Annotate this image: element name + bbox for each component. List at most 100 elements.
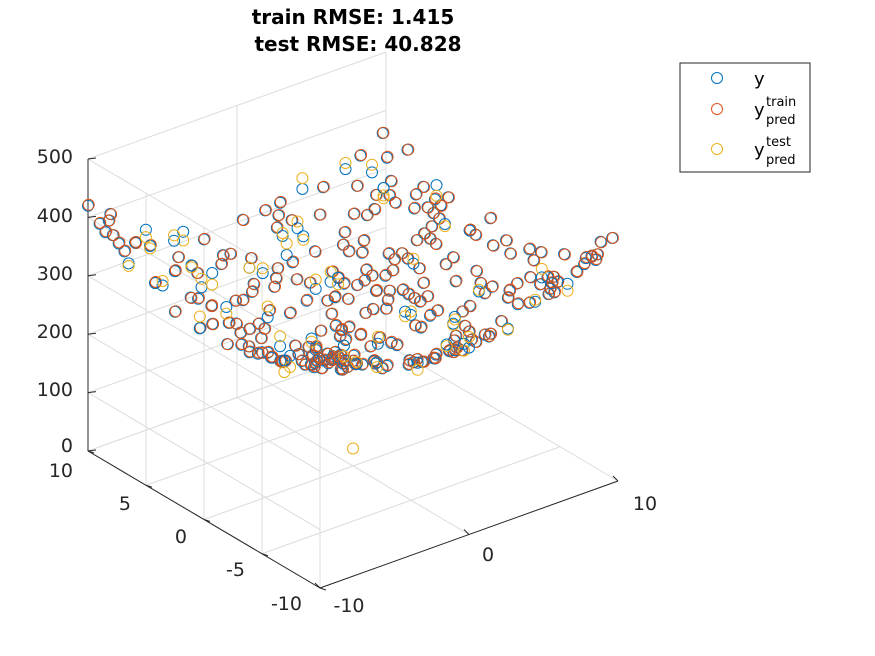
point-y-pred-train: [113, 236, 126, 249]
point-y-pred-train: [450, 274, 463, 287]
point-y: [243, 346, 256, 359]
point-y: [139, 223, 152, 236]
point-y-pred-train: [487, 239, 500, 252]
legend-label-test-base: y: [754, 140, 765, 161]
point-y: [300, 294, 313, 307]
point-y-pred-train: [236, 338, 248, 350]
point-y: [399, 305, 412, 318]
point-y-pred-test: [561, 284, 574, 297]
point-y-pred-train: [429, 352, 442, 365]
point-y-pred-train: [369, 203, 382, 216]
point-y: [381, 294, 394, 307]
point-y: [371, 337, 384, 350]
gridline: [87, 333, 321, 472]
point-y-pred-test: [278, 366, 291, 379]
point-y: [220, 301, 233, 313]
point-y-pred-train: [391, 338, 404, 351]
point-y-pred-train: [119, 244, 132, 257]
point-y: [129, 236, 142, 249]
point-y-pred-train: [293, 348, 306, 361]
point-y: [246, 285, 258, 298]
point-y-pred-train: [360, 306, 373, 319]
point-y-pred-train: [505, 247, 517, 260]
point-y-pred-train: [223, 316, 236, 329]
point-y: [280, 249, 293, 261]
point-y-pred-test: [168, 229, 181, 242]
point-y-pred-train: [296, 354, 309, 367]
point-y-pred-test: [366, 158, 378, 171]
point-y: [235, 338, 248, 351]
point-y-pred-train: [435, 199, 448, 212]
point-y-pred-train: [270, 272, 283, 285]
point-y-pred-train: [409, 292, 421, 304]
point-y: [169, 305, 181, 318]
point-y-pred-train: [365, 340, 378, 353]
point-y: [236, 294, 249, 307]
point-y: [338, 354, 351, 367]
point-y-pred-train: [287, 255, 300, 268]
point-y: [308, 361, 321, 374]
point-y: [276, 230, 289, 242]
point-y-pred-train: [318, 353, 331, 366]
point-y: [206, 267, 219, 279]
point-y: [332, 271, 345, 284]
point-y-pred-train: [524, 242, 537, 255]
point-y-pred-train: [301, 293, 314, 306]
point-y: [511, 298, 524, 311]
point-y-pred-test: [447, 318, 460, 331]
point-y-pred-train: [343, 320, 356, 333]
legend-label-test-sub: pred: [766, 153, 796, 168]
point-y: [193, 322, 206, 335]
y-tick-label: 5: [119, 493, 131, 515]
point-y-pred-train: [317, 180, 330, 193]
point-y-pred-train: [504, 284, 517, 297]
point-y: [295, 355, 308, 367]
point-y-pred-train: [329, 290, 342, 303]
point-y-pred-test-outlier: [347, 442, 359, 455]
gridline: [87, 285, 387, 394]
point-y-pred-train: [252, 346, 265, 359]
point-y-pred-train: [291, 273, 304, 286]
x-tick-label: -10: [333, 595, 364, 617]
point-y-pred-train: [426, 220, 439, 233]
point-y-pred-train: [105, 208, 118, 221]
point-y: [192, 292, 205, 305]
y-tick: [319, 587, 327, 591]
point-y-pred-train: [259, 204, 272, 216]
point-y-pred-test: [411, 363, 424, 376]
point-y-pred-train: [511, 277, 524, 289]
y-tick-label: -5: [226, 559, 245, 581]
point-y-pred-train: [94, 216, 107, 229]
point-y-pred-train: [356, 246, 369, 258]
legend-marker-test: [711, 143, 723, 155]
z-tick-label: 200: [37, 321, 73, 343]
point-y-pred-train: [500, 234, 513, 247]
point-y-pred-test: [324, 265, 337, 278]
y-tick: [145, 484, 153, 488]
gridline: [87, 216, 321, 355]
point-y-pred-train: [459, 320, 472, 332]
point-y-pred-train: [512, 297, 525, 310]
point-y: [407, 257, 420, 270]
point-y-pred-train: [385, 175, 398, 188]
point-y: [411, 356, 424, 369]
point-y-pred-train: [544, 282, 557, 295]
point-y-pred-test: [156, 275, 169, 287]
point-y-pred-train: [356, 357, 369, 370]
gridline: [87, 168, 387, 277]
point-y-pred-train: [475, 277, 488, 290]
point-y-pred-train: [289, 339, 302, 352]
point-y: [274, 196, 287, 209]
point-y: [291, 222, 304, 235]
point-y-pred-train: [409, 319, 422, 332]
point-y-pred-train: [403, 357, 416, 370]
point-y-pred-train: [380, 268, 392, 281]
z-tick-label: 300: [37, 263, 73, 285]
point-y-pred-train: [457, 305, 469, 318]
point-y: [404, 308, 417, 321]
point-y-pred-test: [407, 252, 420, 265]
point-y-pred-train: [221, 338, 234, 351]
point-y-pred-train: [173, 251, 185, 264]
point-y-pred-test: [276, 227, 289, 240]
point-y: [402, 358, 415, 371]
